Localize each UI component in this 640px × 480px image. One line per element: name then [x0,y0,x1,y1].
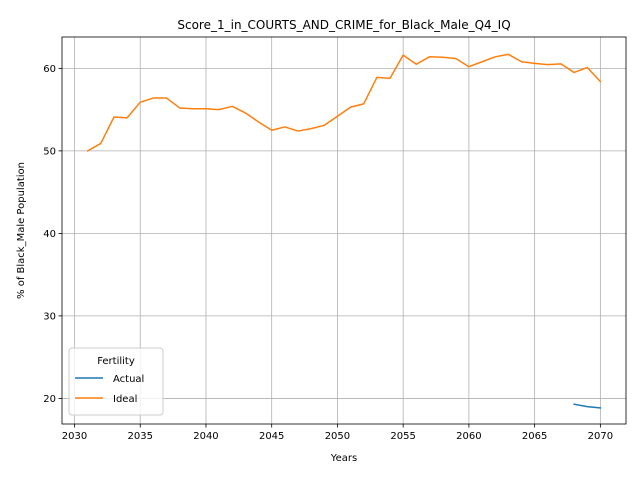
x-tick-label: 2045 [259,431,284,442]
legend-title: Fertility [97,356,135,367]
series-line-ideal [86,53,602,152]
x-tick-label: 2030 [62,431,87,442]
y-tick-label: 50 [43,146,56,157]
x-axis-label: Years [330,453,357,464]
x-tick-label: 2035 [127,431,152,442]
series-layer [86,53,602,409]
legend: Fertility Actual Ideal [68,347,164,416]
series-line-actual [573,403,602,409]
x-tick-label: 2040 [193,431,218,442]
grid-lines [62,37,626,424]
y-tick-label: 30 [43,311,56,322]
legend-label-actual: Actual [113,374,144,385]
legend-items: Actual Ideal [75,374,144,405]
x-tick-label: 2050 [325,431,350,442]
y-tick-label: 60 [43,64,56,75]
y-axis-label: % of Black_Male Population [16,162,27,299]
x-tick-label: 2070 [588,431,613,442]
chart-title: Score_1_in_COURTS_AND_CRIME_for_Black_Ma… [177,18,510,32]
x-tick-label: 2055 [390,431,415,442]
y-tick-label: 20 [43,394,56,405]
x-tick-label: 2060 [456,431,481,442]
plot-frame [61,36,627,425]
y-tick-label: 40 [43,229,56,240]
x-tick-label: 2065 [522,431,547,442]
x-axis: 2030 2035 2040 2045 2050 2055 2060 2065 2070 [62,424,613,442]
y-axis: 20 30 40 50 60 [43,64,62,405]
legend-label-ideal: Ideal [113,394,137,405]
